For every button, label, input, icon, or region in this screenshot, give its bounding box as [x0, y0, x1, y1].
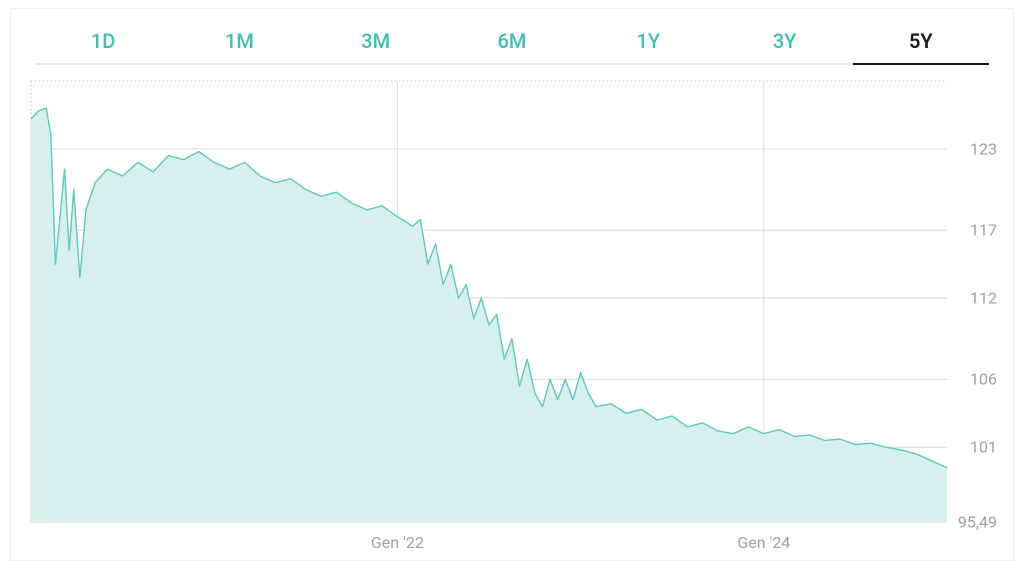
- y-axis-tick-label: 101: [966, 438, 997, 457]
- price-chart-svg: [29, 79, 995, 550]
- x-axis-tick-label: Gen '24: [737, 533, 790, 552]
- tab-3m[interactable]: 3M: [308, 13, 444, 65]
- tab-3y[interactable]: 3Y: [716, 13, 852, 65]
- y-axis-tick-label: 123: [966, 139, 997, 158]
- y-axis-tick-label: 112: [966, 289, 997, 308]
- chart-card: 1D 1M 3M 6M 1Y 3Y 5Y 123 117 112 106 101 95,4…: [10, 8, 1014, 561]
- y-axis-tick-label: 117: [966, 221, 997, 240]
- tab-1m[interactable]: 1M: [171, 13, 307, 65]
- timeframe-tabs: 1D 1M 3M 6M 1Y 3Y 5Y: [11, 9, 1013, 65]
- chart-area: 123 117 112 106 101 95,49 Gen '22 Gen '24: [29, 79, 995, 550]
- tab-1d[interactable]: 1D: [35, 13, 171, 65]
- tab-6m[interactable]: 6M: [444, 13, 580, 65]
- y-axis-tick-label: 106: [966, 370, 997, 389]
- x-axis-tick-label: Gen '22: [371, 533, 424, 552]
- y-axis-tick-label: 95,49: [954, 513, 997, 532]
- tab-5y[interactable]: 5Y: [853, 13, 989, 65]
- tab-1y[interactable]: 1Y: [580, 13, 716, 65]
